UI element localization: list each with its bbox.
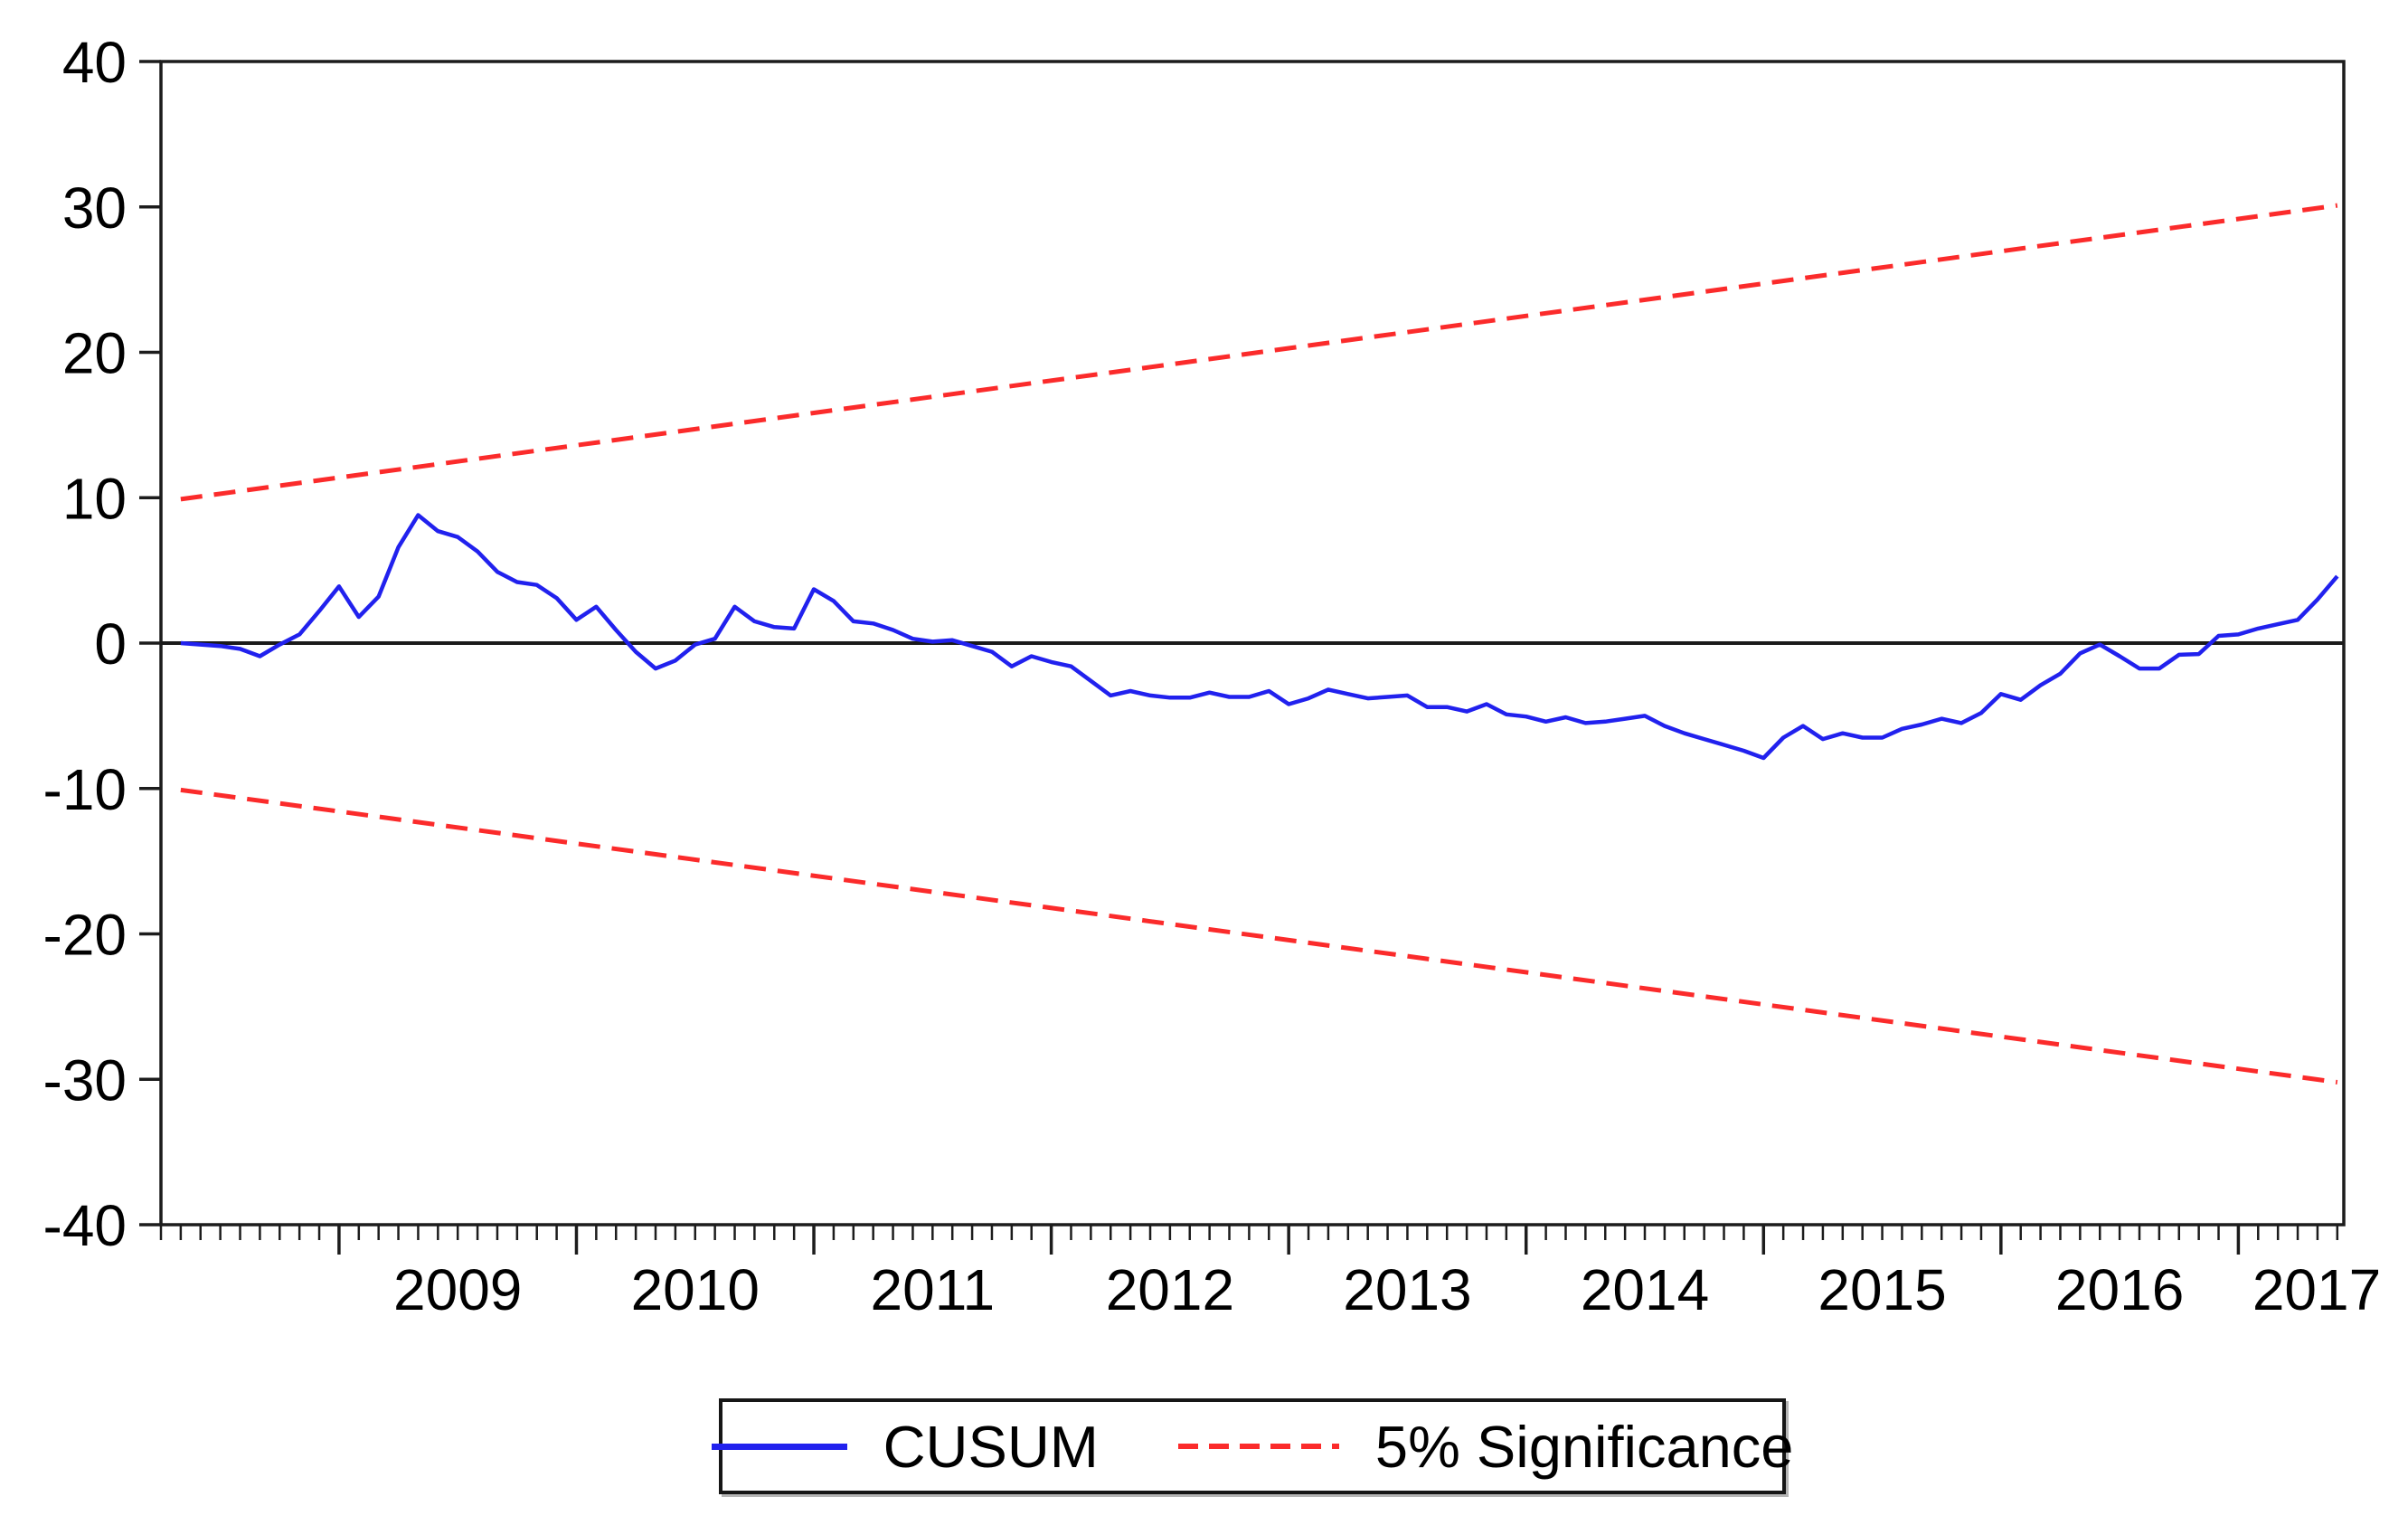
- y-tick-label: -20: [43, 903, 127, 968]
- cusum-series-path: [180, 513, 2339, 761]
- x-axis-year-labels: 2009 2010 2011 2012 2013 2014 2015 2016 2017: [393, 1257, 2381, 1322]
- lower-significance-line: [180, 787, 2338, 1085]
- x-year-label: 2010: [631, 1257, 760, 1322]
- y-tick-label: -30: [43, 1047, 127, 1113]
- upper-significance-line: [180, 203, 2338, 502]
- x-axis-ticks: [159, 1225, 2339, 1255]
- y-tick-label: -40: [43, 1193, 127, 1258]
- x-year-label: 2015: [1818, 1257, 1946, 1322]
- y-axis-ticks: [139, 60, 161, 1227]
- y-tick-label: 0: [94, 611, 127, 677]
- y-tick-label: -10: [43, 757, 127, 822]
- legend-item-significance: 5% Significance: [1177, 1413, 1794, 1481]
- x-year-label: 2017: [2252, 1257, 2381, 1322]
- cusum-line-sample: [711, 1443, 847, 1450]
- x-year-label: 2011: [871, 1257, 996, 1322]
- legend-item-cusum: CUSUM: [711, 1413, 1099, 1481]
- x-year-label: 2016: [2055, 1257, 2184, 1322]
- legend: CUSUM 5% Significance: [711, 1398, 1793, 1494]
- x-year-label: 2014: [1581, 1257, 1709, 1322]
- significance-legend-label: 5% Significance: [1374, 1413, 1794, 1480]
- significance-line-sample: [1177, 1444, 1339, 1449]
- cusum-legend-label: CUSUM: [883, 1413, 1099, 1480]
- y-tick-label: 30: [62, 175, 127, 241]
- x-year-label: 2013: [1343, 1257, 1471, 1322]
- y-tick-label: 40: [62, 30, 127, 95]
- x-year-label: 2012: [1106, 1257, 1234, 1322]
- y-tick-label: 10: [62, 466, 127, 531]
- y-axis-tick-labels: 40 30 20 10 0 -10 -20 -30 -40: [43, 30, 127, 1258]
- x-year-label: 2009: [393, 1257, 522, 1322]
- significance-band-lines: [180, 203, 2338, 1085]
- cusum-line: [180, 513, 2339, 761]
- y-tick-label: 20: [62, 321, 127, 386]
